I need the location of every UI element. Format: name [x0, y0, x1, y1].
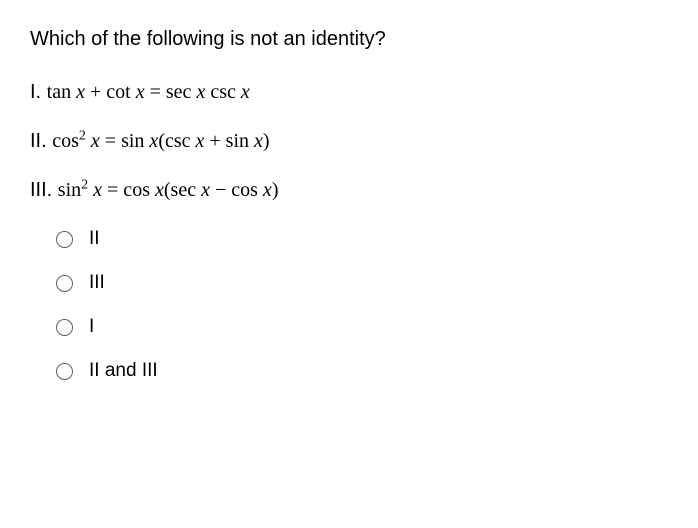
option-3[interactable]: I: [56, 316, 668, 338]
statement-1-label: I.: [30, 81, 47, 103]
radio-icon: [56, 319, 73, 336]
statement-3: III. sin2 x = cos x(sec x − cos x): [30, 179, 668, 202]
option-3-label: I: [89, 316, 94, 338]
options-group: II III I II and III: [56, 228, 668, 382]
statement-3-math: sin2 x = cos x(sec x − cos x): [58, 179, 279, 201]
statement-1-math: tan x + cot x = sec x csc x: [47, 81, 250, 103]
statement-1: I. tan x + cot x = sec x csc x: [30, 81, 668, 104]
radio-icon: [56, 231, 73, 248]
option-2[interactable]: III: [56, 272, 668, 294]
statement-2-math: cos2 x = sin x(csc x + sin x): [52, 130, 269, 152]
statement-2: II. cos2 x = sin x(csc x + sin x): [30, 130, 668, 153]
radio-icon: [56, 275, 73, 292]
option-1[interactable]: II: [56, 228, 668, 250]
option-4-label: II and III: [89, 360, 158, 382]
statement-2-label: II.: [30, 130, 52, 152]
radio-icon: [56, 363, 73, 380]
option-2-label: III: [89, 272, 105, 294]
question-text: Which of the following is not an identit…: [30, 28, 668, 51]
option-1-label: II: [89, 228, 100, 250]
option-4[interactable]: II and III: [56, 360, 668, 382]
statement-3-label: III.: [30, 179, 58, 201]
